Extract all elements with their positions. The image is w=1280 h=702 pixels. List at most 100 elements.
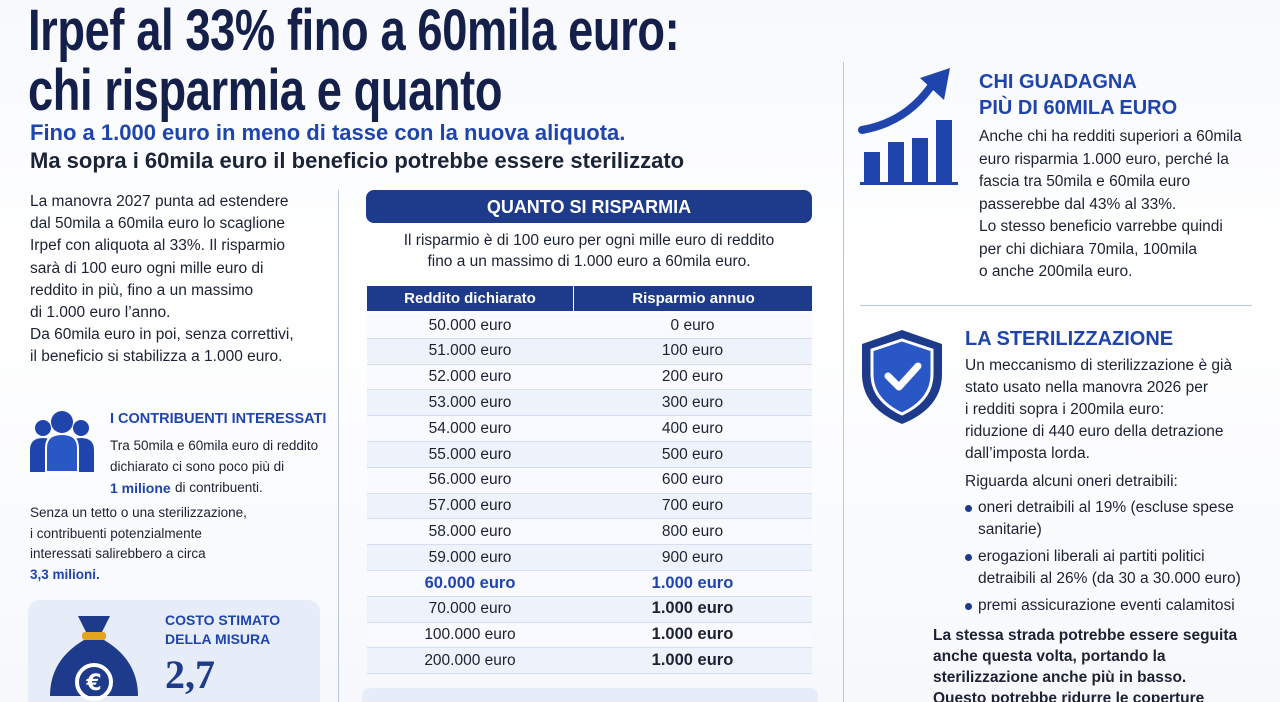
table-cell: 400 euro — [661, 419, 724, 437]
table-cell: 100.000 euro — [424, 626, 516, 644]
table-cell: 58.000 euro — [428, 522, 512, 540]
table-header — [367, 286, 812, 311]
closing-text: Questo potrebbe ridurre le coperture — [933, 690, 1205, 702]
table-cell: 100 euro — [661, 342, 724, 360]
table-cell: 200 euro — [661, 368, 724, 386]
bullet — [965, 603, 972, 610]
table-cell: 55.000 euro — [428, 445, 512, 463]
table-cell: 52.000 euro — [428, 368, 512, 386]
section-text: stato usato nella manovra 2026 per — [965, 379, 1208, 396]
intro-text: Da 60mila euro in poi, senza correttivi, — [30, 326, 294, 344]
intro-text: sarà di 100 euro ogni mille euro di — [30, 259, 264, 277]
intro-text: La manovra 2027 punta ad estendere — [30, 193, 289, 210]
table-row — [367, 545, 812, 571]
table-cell: 51.000 euro — [428, 342, 512, 360]
highlight: 3,3 milioni. — [30, 567, 100, 582]
table-row — [367, 519, 812, 546]
intro-text: di 1.000 euro l’anno. — [30, 304, 171, 321]
table-row — [367, 596, 812, 623]
table-row — [367, 493, 812, 520]
table-row — [367, 571, 812, 597]
table-row — [367, 622, 812, 649]
section-heading: PIÙ DI 60MILA EURO — [979, 97, 1178, 119]
table-cell: 1.000 euro — [651, 650, 734, 669]
description: Il risparmio è di 100 euro per ogni mill… — [403, 232, 775, 249]
column-header: Reddito dichiarato — [404, 290, 536, 307]
table-row — [367, 467, 812, 494]
section-text: o anche 200mila euro. — [979, 263, 1133, 280]
section-text: i redditi sopra i 200mila euro: — [965, 401, 1165, 418]
shield-icon — [862, 330, 942, 424]
section-text: dichiarato ci sono poco più di — [110, 459, 285, 474]
divider — [338, 190, 339, 702]
section-text: per chi dichiara 70mila, 100mila — [979, 240, 1197, 258]
table-cell: 1.000 euro — [651, 599, 734, 618]
column-header: Risparmio annuo — [573, 286, 813, 311]
section-text: Lo stesso beneficio varrebbe quindi — [979, 218, 1223, 235]
table-cell: 300 euro — [661, 393, 724, 411]
highlight: 1 milione — [110, 480, 171, 496]
table-cell: 1.000 euro — [651, 625, 734, 644]
table-cell: 600 euro — [661, 471, 724, 489]
section-text: Senza un tetto o una sterilizzazione, — [30, 505, 247, 520]
table-row — [367, 416, 812, 442]
section-text: dall’imposta lorda. — [965, 445, 1090, 462]
intro-text: il beneficio si stabilizza a 1.000 euro. — [30, 348, 283, 366]
intro-text: dal 50mila a 60mila euro lo scaglione — [30, 215, 286, 233]
table-cell: 50.000 euro — [428, 316, 512, 334]
banner-title: QUANTO SI RISPARMIA — [486, 197, 692, 217]
people-icon — [30, 411, 94, 473]
svg-text:€: € — [85, 671, 101, 696]
growth-icon — [858, 68, 958, 185]
money-bag-icon: € — [50, 616, 138, 701]
table-cell: 800 euro — [661, 522, 724, 540]
cost-heading: DELLA MISURA — [165, 631, 271, 647]
intro-text: reddito in più, fino a un massimo — [30, 281, 254, 299]
table-cell: 70.000 euro — [428, 600, 512, 618]
closing-text: La stessa strada potrebbe essere seguita — [933, 627, 1238, 644]
table-cell: 0 euro — [670, 316, 715, 334]
section-heading: LA STERILIZZAZIONE — [965, 328, 1174, 350]
table-cell: 54.000 euro — [428, 419, 512, 437]
section-text: euro risparmia 1.000 euro, perché la — [979, 150, 1229, 168]
bullet — [965, 554, 972, 561]
title: chi risparmia e quanto — [28, 58, 503, 123]
divider — [860, 305, 1252, 306]
table-row — [367, 338, 812, 365]
table-row — [367, 442, 812, 468]
cost-value: 2,7 — [165, 652, 215, 697]
section-text: riduzione di 440 euro della detrazione — [965, 423, 1224, 440]
subtitle: Fino a 1.000 euro in meno di tasse con l… — [30, 120, 626, 145]
table-cell: 500 euro — [661, 445, 724, 463]
bullet-text: erogazioni liberali ai partiti politici — [978, 548, 1205, 565]
intro-text: Irpef con aliquota al 33%. Il risparmio — [30, 237, 286, 255]
cost-heading: COSTO STIMATO — [165, 612, 281, 628]
table-cell: 57.000 euro — [428, 497, 512, 515]
section-text: interessati salirebbero a circa — [30, 546, 206, 561]
section-text: Un meccanismo di sterilizzazione è già — [965, 357, 1233, 374]
section-text: Anche chi ha redditi superiori a 60mila — [979, 128, 1242, 145]
table-row — [367, 364, 812, 391]
bullet-text: sanitarie) — [978, 521, 1042, 538]
description: fino a un massimo di 1.000 euro a 60mila… — [427, 253, 751, 270]
table-row — [367, 648, 812, 675]
section-text: passerebbe dal 43% al 33%. — [979, 195, 1177, 213]
section-text: Riguarda alcuni oneri detraibili: — [965, 473, 1178, 490]
table-cell: 200.000 euro — [424, 651, 516, 669]
bullet — [965, 505, 972, 512]
table-row — [367, 390, 812, 417]
bullet-text: detraibili al 26% (da 30 a 30.000 euro) — [978, 570, 1241, 587]
table-cell: 900 euro — [661, 548, 724, 566]
section-text: i contribuenti potenzialmente — [30, 525, 202, 541]
table-cell: 56.000 euro — [428, 471, 512, 489]
closing-text: anche questa volta, portando la — [933, 648, 1166, 665]
section-text: Tra 50mila e 60mila euro di reddito — [110, 438, 319, 453]
table-cell: 59.000 euro — [428, 548, 512, 566]
title: Irpef al 33% fino a 60mila euro: — [28, 0, 680, 63]
section-heading: I CONTRIBUENTI INTERESSATI — [110, 411, 327, 427]
table-cell: 53.000 euro — [428, 393, 512, 411]
table-cell: 60.000 euro — [424, 573, 516, 592]
table-cell: 1.000 euro — [651, 573, 734, 592]
subtitle: Ma sopra i 60mila euro il beneficio potr… — [30, 148, 685, 173]
